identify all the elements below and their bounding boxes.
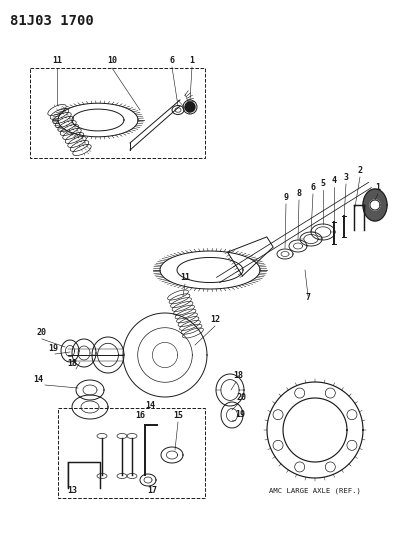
Text: 16: 16 bbox=[135, 411, 145, 420]
Text: 17: 17 bbox=[147, 486, 157, 495]
Text: 18: 18 bbox=[233, 371, 243, 380]
Text: 81J03 1700: 81J03 1700 bbox=[10, 14, 94, 28]
Text: 19: 19 bbox=[235, 410, 245, 419]
Text: 13: 13 bbox=[67, 486, 77, 495]
Text: 9: 9 bbox=[284, 193, 288, 202]
Bar bbox=[30, 68, 205, 158]
Text: 20: 20 bbox=[37, 328, 47, 337]
Text: 1: 1 bbox=[375, 183, 381, 192]
Text: 14: 14 bbox=[33, 375, 43, 384]
Text: 19: 19 bbox=[48, 344, 58, 353]
Text: 18: 18 bbox=[67, 359, 77, 368]
Text: 11: 11 bbox=[180, 273, 190, 282]
Text: 1: 1 bbox=[190, 56, 195, 65]
Text: 3: 3 bbox=[344, 173, 349, 182]
Text: 11: 11 bbox=[52, 56, 62, 65]
Polygon shape bbox=[370, 200, 380, 210]
Text: 7: 7 bbox=[305, 293, 310, 302]
Text: 20: 20 bbox=[237, 393, 247, 402]
Text: 5: 5 bbox=[320, 179, 325, 188]
Text: 4: 4 bbox=[331, 176, 336, 185]
Circle shape bbox=[185, 102, 195, 112]
Text: 12: 12 bbox=[210, 315, 220, 324]
Text: 6: 6 bbox=[310, 183, 316, 192]
Text: 2: 2 bbox=[357, 166, 362, 175]
Text: 14: 14 bbox=[145, 401, 155, 410]
Text: AMC LARGE AXLE (REF.): AMC LARGE AXLE (REF.) bbox=[269, 488, 361, 495]
Text: 15: 15 bbox=[173, 411, 183, 420]
Polygon shape bbox=[363, 189, 387, 221]
Text: 10: 10 bbox=[107, 56, 117, 65]
Text: 6: 6 bbox=[169, 56, 175, 65]
Bar bbox=[58, 408, 205, 498]
Text: 8: 8 bbox=[297, 189, 301, 198]
